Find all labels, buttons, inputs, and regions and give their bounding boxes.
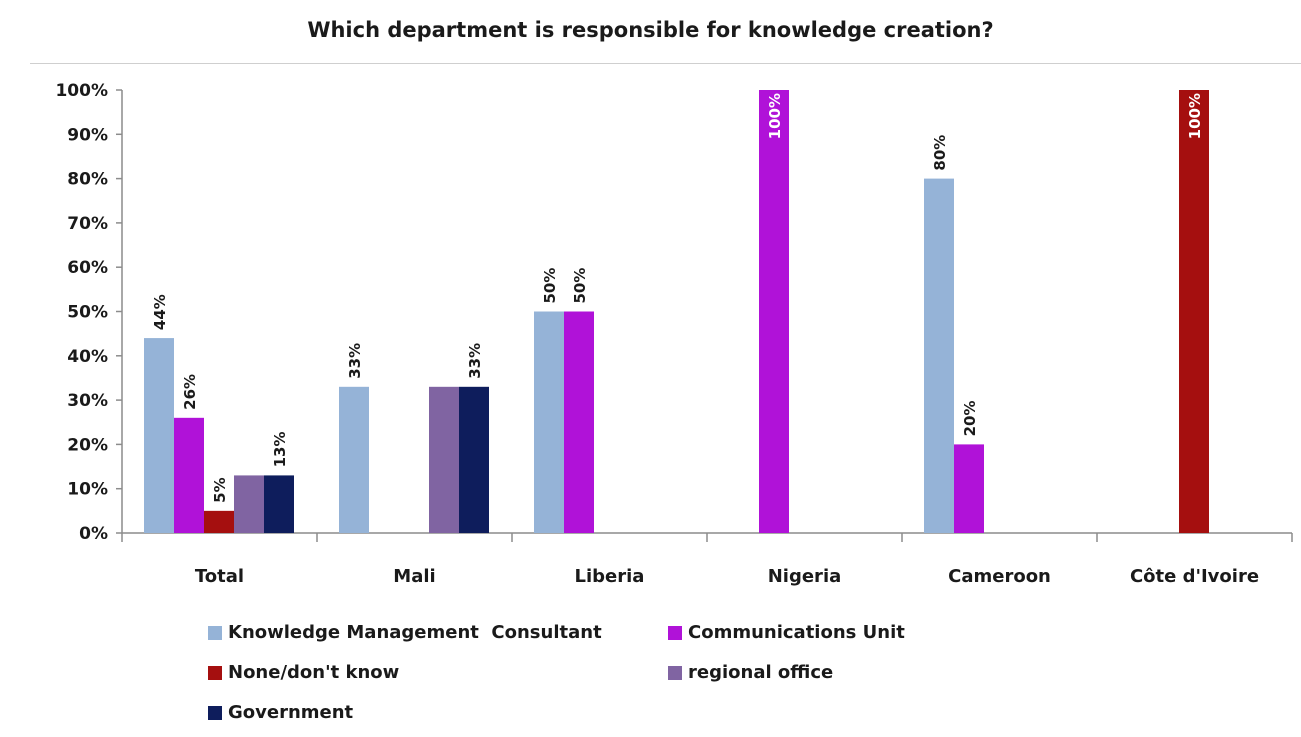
- legend-swatch: [208, 665, 222, 680]
- bar: [429, 386, 459, 533]
- y-tick-label: 100%: [55, 81, 108, 101]
- y-tick-label: 70%: [67, 214, 108, 234]
- bar: [534, 311, 564, 533]
- legend-label: None/don't know: [228, 662, 400, 683]
- data-label: 5%: [211, 477, 229, 502]
- legend-item: None/don't know: [208, 662, 399, 683]
- y-tick-label: 40%: [67, 347, 108, 367]
- bar: [174, 417, 204, 533]
- legend-item: Knowledge Management Consultant: [208, 622, 602, 643]
- legend-label: Knowledge Management Consultant: [228, 622, 602, 643]
- data-label: 100%: [766, 93, 784, 139]
- data-label: 80%: [931, 135, 949, 171]
- bars: [144, 90, 1209, 533]
- data-label: 13%: [271, 432, 289, 468]
- x-tick-label: Total: [195, 566, 244, 587]
- data-label: 33%: [466, 343, 484, 379]
- title-divider: [30, 63, 1301, 64]
- bar: [339, 386, 369, 533]
- y-tick-label: 60%: [67, 258, 108, 278]
- data-label: 26%: [181, 374, 199, 410]
- y-tick-label: 80%: [67, 170, 108, 190]
- data-label: 44%: [151, 294, 169, 330]
- data-label: 50%: [541, 268, 559, 304]
- bar: [924, 178, 954, 533]
- x-tick-label: Cameroon: [948, 566, 1051, 587]
- x-tick-label: Mali: [393, 566, 435, 587]
- data-label: 100%: [1186, 93, 1204, 139]
- y-tick-label: 50%: [67, 303, 108, 323]
- y-tick-label: 10%: [67, 480, 108, 500]
- bar: [759, 90, 789, 533]
- legend-label: regional office: [688, 662, 834, 683]
- legend-swatch: [668, 625, 682, 640]
- y-tick-label: 30%: [67, 391, 108, 411]
- bar: [954, 444, 984, 533]
- bar: [204, 510, 234, 533]
- bar: [144, 338, 174, 533]
- legend-swatch: [208, 625, 222, 640]
- data-label: 20%: [961, 400, 979, 436]
- bar: [1179, 90, 1209, 533]
- legend-swatch: [208, 705, 222, 720]
- data-label: 33%: [346, 343, 364, 379]
- y-tick-label: 90%: [67, 125, 108, 145]
- x-tick-label: Côte d'Ivoire: [1130, 566, 1259, 587]
- axes: 0% 10% 20% 30% 40% 50% 60% 70% 80% 90% 100% Total Ma…: [55, 81, 1293, 587]
- chart-title: Which department is responsible for know…: [307, 18, 994, 42]
- legend-item: Government: [208, 702, 353, 723]
- bar: [564, 311, 594, 533]
- legend: Knowledge Management Consultant Communica…: [208, 622, 988, 732]
- data-label: 50%: [571, 268, 589, 304]
- bar-chart: 0% 10% 20% 30% 40% 50% 60% 70% 80% 90% 100% Total Ma…: [55, 81, 1293, 587]
- legend-label: Communications Unit: [688, 622, 905, 643]
- bar: [264, 475, 294, 533]
- y-tick-label: 20%: [67, 435, 108, 455]
- x-tick-label: Liberia: [575, 566, 645, 587]
- legend-item: regional office: [668, 662, 833, 683]
- x-tick-label: Nigeria: [768, 566, 842, 587]
- legend-item: Communications Unit: [668, 622, 905, 643]
- bar: [234, 475, 264, 533]
- bar: [459, 386, 489, 533]
- data-labels: 44% 33% 50% 80% 26% 50% 100% 20% 5% 100% 13% 33%: [151, 93, 1204, 503]
- y-tick-label: 0%: [79, 524, 108, 544]
- legend-swatch: [668, 665, 682, 680]
- legend-label: Government: [228, 702, 354, 723]
